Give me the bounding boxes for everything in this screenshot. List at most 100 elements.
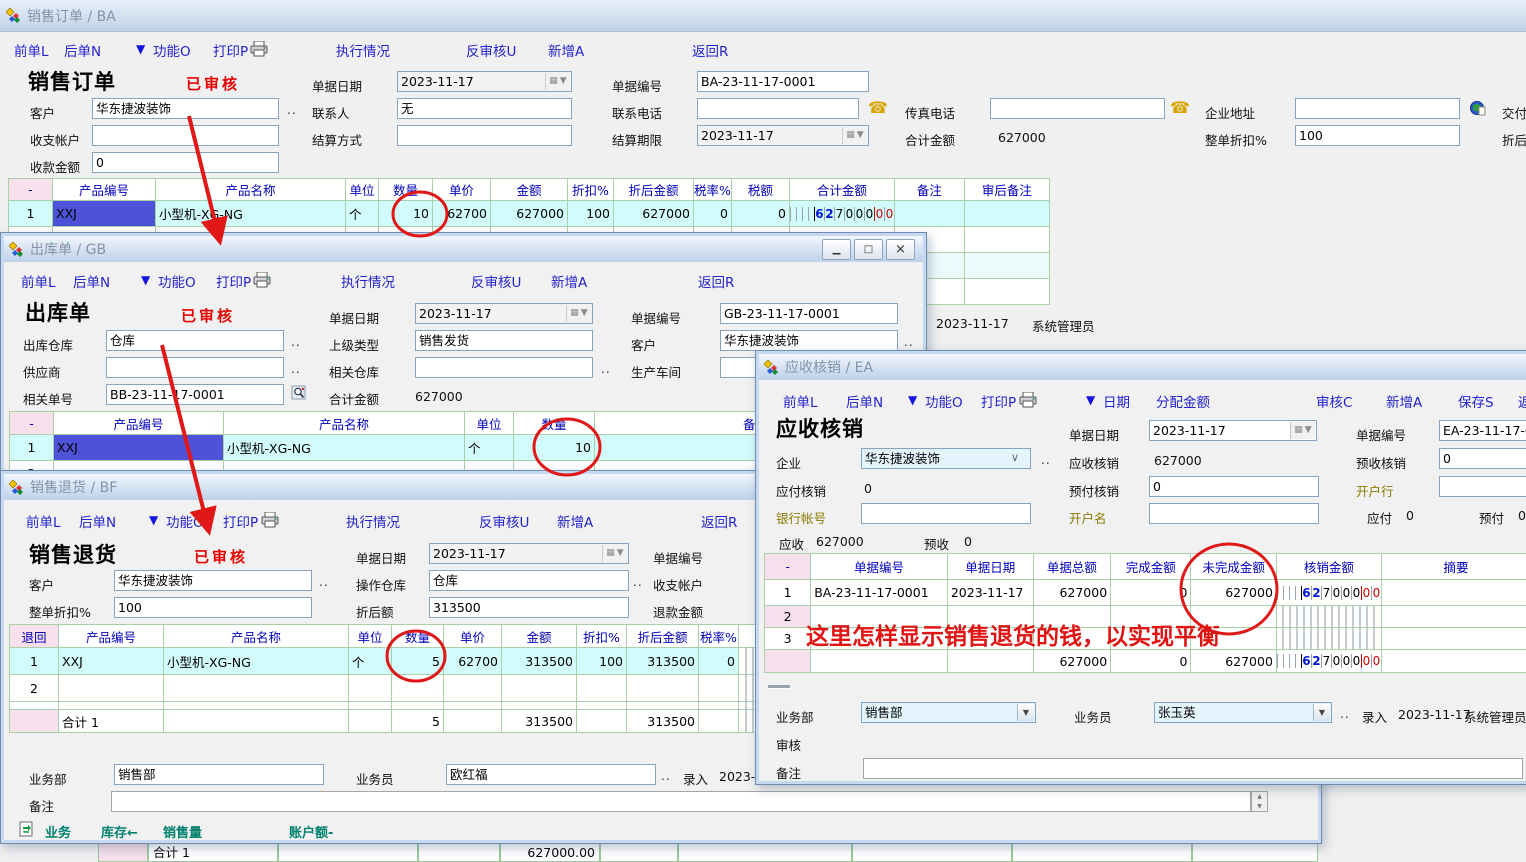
bf-op-warehouse-input[interactable]: 仓库 [429, 570, 629, 591]
ea-audit-button[interactable]: 审核C [1316, 395, 1353, 411]
ba-contact-input[interactable]: 无 [397, 98, 572, 119]
ea-company-combo[interactable]: 华东捷波装饰 [861, 448, 1031, 469]
ba-func-button[interactable]: 功能O [153, 44, 191, 60]
bf-status-sales-link[interactable]: 销售量 [163, 826, 203, 841]
tax-cell[interactable]: 0 [730, 200, 790, 227]
separator-grip[interactable] [768, 685, 790, 689]
doc-date-cell[interactable]: 2023-11-17 [946, 579, 1034, 606]
price-cell[interactable]: 62700 [443, 647, 502, 675]
printer-icon[interactable] [1019, 392, 1037, 408]
gb-exec-button[interactable]: 执行情况 [341, 275, 395, 291]
ea-prev-button[interactable]: 前单L [783, 395, 818, 411]
combo-down-icon[interactable]: ▼ [1313, 704, 1330, 721]
bf-op-warehouse-lookup-button[interactable]: .. [633, 575, 643, 589]
product-code-cell[interactable]: XXJ [52, 200, 156, 227]
printer-icon[interactable] [250, 41, 268, 57]
bf-salesman-lookup-button[interactable]: .. [661, 769, 671, 783]
product-code-cell[interactable]: XXJ [58, 647, 164, 675]
ba-address-input[interactable] [1295, 98, 1460, 119]
bf-back-button[interactable]: 返回R [701, 515, 738, 531]
bf-customer-input[interactable]: 华东捷波装饰 [114, 570, 312, 591]
row-number[interactable]: 3 [763, 627, 812, 650]
empty-cell[interactable] [501, 674, 577, 702]
ea-save-button[interactable]: 保存S [1458, 395, 1494, 411]
ea-add-button[interactable]: 新增A [1386, 395, 1423, 411]
discount-cell[interactable]: 100 [576, 647, 627, 675]
ea-func-button[interactable]: 功能O [925, 395, 963, 411]
ea-doc-date-input[interactable]: 2023-11-17 ▦ ▼ [1149, 420, 1317, 441]
amount-cell[interactable]: 627000 [490, 200, 568, 227]
bf-customer-lookup-button[interactable]: .. [319, 575, 329, 589]
bf-func-button[interactable]: 功能O [166, 515, 204, 531]
gb-print-button[interactable]: 打印P [216, 275, 252, 291]
ba-unaudit-button[interactable]: 反审核U [466, 44, 517, 60]
bf-after-input[interactable]: 313500 [429, 597, 629, 618]
ba-back-button[interactable]: 返回R [692, 44, 729, 60]
undone-amount-cell[interactable]: 627000 [1190, 579, 1277, 606]
ea-dept-combo[interactable]: 销售部 ▼ [861, 702, 1036, 723]
ba-received-input[interactable]: 0 [92, 152, 279, 173]
row-number[interactable]: 2 [9, 674, 59, 702]
empty-cell[interactable] [163, 674, 349, 702]
ba-discount-input[interactable]: 100 [1295, 125, 1460, 146]
gb-doc-date-input[interactable]: 2023-11-17 ▦ ▼ [415, 303, 593, 324]
discount-cell[interactable]: 100 [567, 200, 614, 227]
empty-cell[interactable] [963, 278, 1050, 305]
product-name-cell[interactable]: 小型机-XG-NG [223, 434, 465, 461]
printer-icon[interactable] [261, 512, 279, 528]
gb-unaudit-button[interactable]: 反审核U [471, 275, 522, 291]
bf-status-stock-link[interactable]: 库存← [101, 826, 138, 841]
empty-cell[interactable] [626, 674, 699, 702]
empty-cell[interactable] [348, 674, 392, 702]
bf-salesman-input[interactable]: 欧红福 [446, 764, 656, 785]
qty-cell[interactable]: 10 [378, 200, 433, 227]
gb-supplier-lookup-button[interactable]: .. [291, 362, 301, 376]
tax-rate-cell[interactable]: 0 [693, 200, 732, 227]
post-audit-remark-cell[interactable] [963, 200, 1050, 227]
row-number[interactable]: 1 [763, 579, 812, 606]
after-discount-cell[interactable]: 627000 [613, 200, 694, 227]
amount-cell[interactable]: 313500 [501, 647, 577, 675]
spin-down-icon[interactable]: ▼ [1257, 802, 1262, 810]
empty-cell[interactable] [58, 674, 164, 702]
gb-add-button[interactable]: 新增A [551, 275, 588, 291]
combo-down-icon[interactable]: ▼ [1017, 704, 1034, 721]
gb-customer-input[interactable]: 华东捷波装饰 [720, 330, 898, 351]
ba-account-input[interactable] [92, 125, 279, 146]
empty-cell[interactable] [963, 252, 1050, 279]
bf-add-button[interactable]: 新增A [557, 515, 594, 531]
ea-print-button[interactable]: 打印P [981, 395, 1017, 411]
ba-add-button[interactable]: 新增A [548, 44, 585, 60]
ea-bank-name-input[interactable] [1149, 503, 1319, 524]
ba-print-button[interactable]: 打印P [213, 44, 249, 60]
remark-spinner[interactable]: ▲ ▼ [1251, 791, 1268, 812]
ea-back-button[interactable]: 返回R [1518, 391, 1526, 411]
gb-func-button[interactable]: 功能O [158, 275, 196, 291]
ea-titlebar[interactable]: 应收核销 / EA [759, 354, 1526, 380]
product-name-cell[interactable]: 小型机-XG-NG [163, 647, 349, 675]
maximize-button[interactable]: □ [854, 238, 883, 260]
empty-cell[interactable] [1380, 627, 1526, 650]
ea-company-lookup-button[interactable]: .. [1041, 453, 1051, 467]
close-button[interactable]: × [886, 238, 915, 260]
ba-next-button[interactable]: 后单N [64, 44, 102, 60]
minimize-button[interactable]: ▁ [822, 238, 851, 260]
ea-next-button[interactable]: 后单N [846, 395, 884, 411]
ea-salesman-lookup-button[interactable]: .. [1340, 707, 1350, 721]
gb-rel-warehouse-input[interactable] [415, 357, 593, 378]
gb-customer-lookup-button[interactable]: .. [904, 335, 914, 349]
row-number[interactable]: 2 [763, 605, 812, 628]
calendar-dropdown-icon[interactable]: ▦ ▼ [545, 73, 570, 90]
done-amount-cell[interactable]: 0 [1110, 579, 1192, 606]
ba-prev-button[interactable]: 前单L [14, 44, 49, 60]
ba-customer-lookup-button[interactable]: .. [287, 103, 297, 117]
summary-cell[interactable] [1380, 579, 1526, 606]
ba-doc-no-input[interactable]: BA-23-11-17-0001 [697, 71, 869, 92]
doc-no-cell[interactable]: BA-23-11-17-0001 [810, 579, 948, 606]
ea-salesman-combo[interactable]: 张玉英 ▼ [1154, 702, 1332, 723]
bf-discount-input[interactable]: 100 [114, 597, 312, 618]
search-icon[interactable] [291, 385, 307, 401]
empty-cell[interactable] [576, 674, 627, 702]
